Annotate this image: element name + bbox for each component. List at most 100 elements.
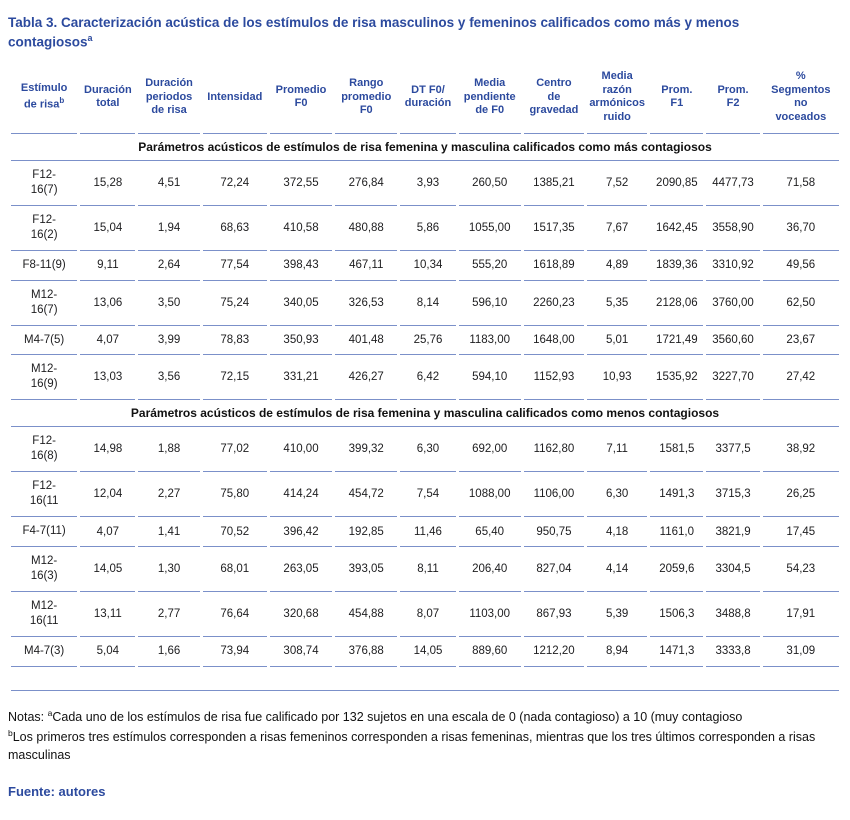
value-cell: 692,00 xyxy=(458,427,521,473)
column-header: Estímulo de risab xyxy=(11,64,78,134)
value-cell: 13,03 xyxy=(80,355,136,401)
value-cell: 889,60 xyxy=(458,637,521,667)
value-cell: 596,10 xyxy=(458,281,521,326)
table-title: Tabla 3. Caracterización acústica de los… xyxy=(8,14,788,52)
value-cell: 1618,89 xyxy=(523,251,585,281)
value-cell: 27,42 xyxy=(762,355,839,401)
value-cell: 1,30 xyxy=(138,547,200,592)
value-cell: 1839,36 xyxy=(650,251,704,281)
value-cell: 410,58 xyxy=(269,206,333,251)
value-cell: 2260,23 xyxy=(523,281,585,326)
value-cell: 73,94 xyxy=(202,637,267,667)
value-cell: 3488,8 xyxy=(706,592,760,637)
value-cell: 467,11 xyxy=(335,251,398,281)
column-header-label: Promedio F0 xyxy=(275,83,327,110)
value-cell: 1152,93 xyxy=(523,355,585,401)
table-row: F12- 16(11 12,04 2,27 75,80 414,24 454,72 7,54… xyxy=(11,472,839,518)
table-bottom-spacer-row xyxy=(11,667,839,691)
value-cell: 5,35 xyxy=(587,281,648,326)
column-header: Prom. F1 xyxy=(650,64,704,134)
value-cell: 1,66 xyxy=(138,637,200,667)
column-header-label: Intensidad xyxy=(207,90,263,103)
note-a-superscript: a xyxy=(47,707,53,718)
column-header-label: Media pendiente de F0 xyxy=(463,76,516,117)
value-cell: 14,98 xyxy=(80,427,136,473)
value-cell: 1517,35 xyxy=(523,206,585,251)
table-row: M12- 16(9) 13,03 3,56 72,15 331,21 426,27 6,42… xyxy=(11,355,839,401)
value-cell: 1088,00 xyxy=(458,472,521,518)
value-cell: 1506,3 xyxy=(650,592,704,637)
table-row: M12- 16(7) 13,06 3,50 75,24 340,05 326,53 8,14… xyxy=(11,281,839,326)
column-header: Media razón armónicos ruido xyxy=(587,64,648,134)
value-cell: 68,63 xyxy=(202,206,267,251)
value-cell: 3333,8 xyxy=(706,637,760,667)
table-title-superscript: a xyxy=(87,33,93,44)
value-cell: 31,09 xyxy=(762,637,839,667)
value-cell: 65,40 xyxy=(458,517,521,547)
value-cell: 71,58 xyxy=(762,161,839,206)
value-cell: 8,94 xyxy=(587,637,648,667)
value-cell: 38,92 xyxy=(762,427,839,473)
stimulus-label: F12- 16(2) xyxy=(11,206,78,251)
value-cell: 10,34 xyxy=(400,251,456,281)
value-cell: 7,54 xyxy=(400,472,456,518)
value-cell: 1648,00 xyxy=(523,326,585,356)
value-cell: 8,14 xyxy=(400,281,456,326)
value-cell: 1491,3 xyxy=(650,472,704,518)
value-cell: 68,01 xyxy=(202,547,267,592)
value-cell: 13,06 xyxy=(80,281,136,326)
table-head: Estímulo de risab Duración total Duración … xyxy=(11,64,839,134)
value-cell: 2,64 xyxy=(138,251,200,281)
value-cell: 1385,21 xyxy=(523,161,585,206)
stimulus-label: F12- 16(7) xyxy=(11,161,78,206)
column-header-label: % Segmentos no voceados xyxy=(771,69,831,124)
value-cell: 75,24 xyxy=(202,281,267,326)
table-row: M12- 16(3) 14,05 1,30 68,01 263,05 393,05 8,11… xyxy=(11,547,839,592)
column-header-label: Duración total xyxy=(84,83,132,110)
value-cell: 192,85 xyxy=(335,517,398,547)
table-notes: Notas: aCada uno de los estímulos de ris… xyxy=(8,707,830,765)
column-header-superscript: b xyxy=(59,96,65,106)
value-cell: 3,50 xyxy=(138,281,200,326)
value-cell: 72,24 xyxy=(202,161,267,206)
value-cell: 5,01 xyxy=(587,326,648,356)
section-header-row: Parámetros acústicos de estímulos de ris… xyxy=(11,134,839,161)
acoustic-characteristics-table: Estímulo de risab Duración total Duración … xyxy=(8,64,842,691)
value-cell: 2059,6 xyxy=(650,547,704,592)
value-cell: 11,46 xyxy=(400,517,456,547)
value-cell: 372,55 xyxy=(269,161,333,206)
value-cell: 398,43 xyxy=(269,251,333,281)
value-cell: 2090,85 xyxy=(650,161,704,206)
value-cell: 3304,5 xyxy=(706,547,760,592)
value-cell: 17,45 xyxy=(762,517,839,547)
table-row: M12- 16(11 13,11 2,77 76,64 320,68 454,88 8,07… xyxy=(11,592,839,637)
value-cell: 49,56 xyxy=(762,251,839,281)
value-cell: 260,50 xyxy=(458,161,521,206)
value-cell: 1,94 xyxy=(138,206,200,251)
value-cell: 25,76 xyxy=(400,326,456,356)
table-row: F12- 16(7) 15,28 4,51 72,24 372,55 276,84 3,93… xyxy=(11,161,839,206)
value-cell: 410,00 xyxy=(269,427,333,473)
note-b-superscript: b xyxy=(8,727,13,738)
value-cell: 78,83 xyxy=(202,326,267,356)
value-cell: 54,23 xyxy=(762,547,839,592)
value-cell: 1642,45 xyxy=(650,206,704,251)
value-cell: 4,89 xyxy=(587,251,648,281)
value-cell: 399,32 xyxy=(335,427,398,473)
value-cell: 23,67 xyxy=(762,326,839,356)
value-cell: 426,27 xyxy=(335,355,398,401)
value-cell: 4,51 xyxy=(138,161,200,206)
column-header: Rango promedio F0 xyxy=(335,64,398,134)
note-a: Notas: aCada uno de los estímulos de ris… xyxy=(8,707,830,727)
value-cell: 10,93 xyxy=(587,355,648,401)
table-row: F8-11(9) 9,11 2,64 77,54 398,43 467,11 10,34 55… xyxy=(11,251,839,281)
value-cell: 3558,90 xyxy=(706,206,760,251)
value-cell: 414,24 xyxy=(269,472,333,518)
column-header-label: Prom. F1 xyxy=(661,83,693,110)
value-cell: 7,67 xyxy=(587,206,648,251)
stimulus-label: M12- 16(3) xyxy=(11,547,78,592)
value-cell: 15,28 xyxy=(80,161,136,206)
value-cell: 594,10 xyxy=(458,355,521,401)
value-cell: 3310,92 xyxy=(706,251,760,281)
table-row: F4-7(11) 4,07 1,41 70,52 396,42 192,85 11,46 65… xyxy=(11,517,839,547)
